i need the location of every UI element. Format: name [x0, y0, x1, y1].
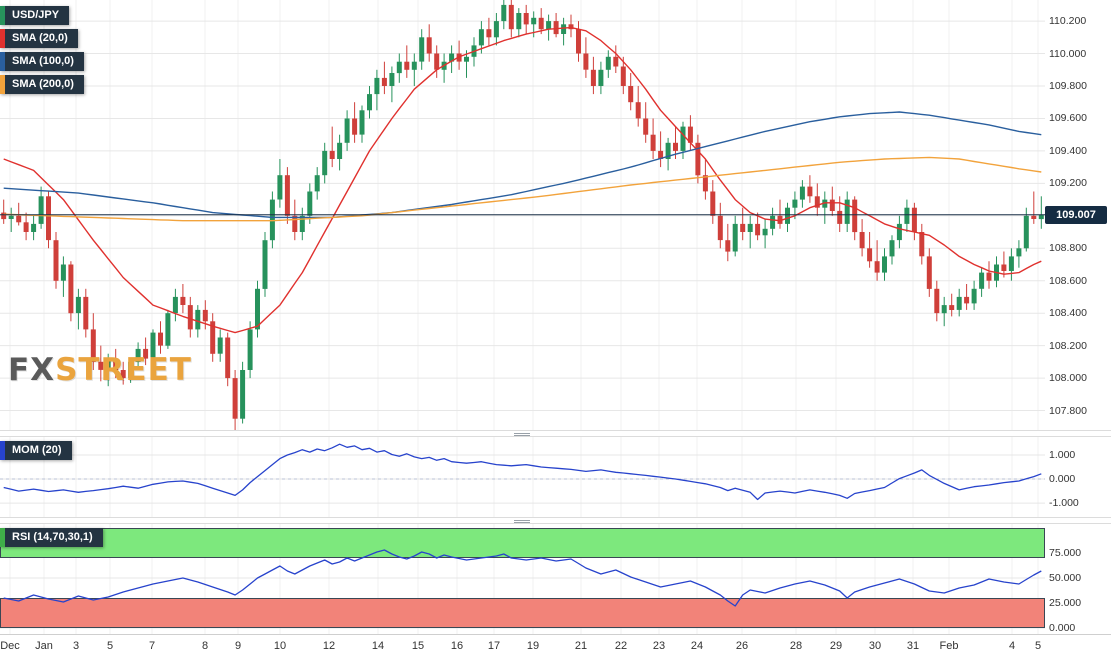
- y-tick-label: 50.000: [1049, 572, 1082, 584]
- y-tick-label: 108.400: [1049, 307, 1087, 320]
- x-tick-label: 28: [789, 640, 803, 652]
- y-tick-label: 109.600: [1049, 112, 1087, 125]
- legend-rsi[interactable]: RSI (14,70,30,1): [0, 528, 103, 547]
- rsi-legend-stack: RSI (14,70,30,1): [0, 528, 103, 551]
- legend-symbol[interactable]: USD/JPY: [0, 6, 70, 25]
- x-tick-label: 5: [106, 640, 114, 652]
- y-tick-label: 108.600: [1049, 274, 1087, 287]
- legend-mom-label: MOM (20): [12, 444, 62, 456]
- x-tick-label: 8: [201, 640, 209, 652]
- y-tick-label: 0.000: [1049, 622, 1076, 634]
- y-tick-label: 108.200: [1049, 339, 1087, 352]
- y-tick-label: 109.800: [1049, 80, 1087, 92]
- legend-sma20-color-bar: [0, 29, 5, 48]
- x-tick-label: 5: [1034, 640, 1042, 652]
- legend-rsi-color-bar: [0, 528, 5, 547]
- legend-sma100-label: SMA (100,0): [12, 55, 74, 67]
- current-price-badge: 109.007: [1045, 205, 1107, 224]
- legend-mom[interactable]: MOM (20): [0, 441, 72, 460]
- x-tick-label: 23: [652, 640, 666, 652]
- legend-sma200-label: SMA (200,0): [12, 78, 74, 90]
- momentum-panel: 1.000 0.000 -1.000 MOM (20): [0, 437, 1111, 517]
- x-tick-label: 21: [574, 640, 588, 652]
- legend-sma20[interactable]: SMA (20,0): [0, 29, 78, 48]
- fxstreet-logo-fx: FX: [8, 352, 56, 388]
- candlesticks: [1, 0, 1044, 430]
- y-tick-label: 110.200: [1049, 15, 1087, 28]
- legend-sma100-color-bar: [0, 52, 5, 71]
- fxstreet-logo: FXSTREET: [8, 352, 192, 388]
- momentum-line: [3, 443, 1042, 501]
- x-tick-label: Dec: [0, 640, 20, 652]
- time-axis[interactable]: Dec Jan 3 5 7 8 9 10 12 14 15 16 17 19 21 22 23 24 26 28 29 3…: [0, 634, 1111, 661]
- rsi-overbought-band: [0, 528, 1045, 558]
- legend-sma200[interactable]: SMA (200,0): [0, 75, 84, 94]
- rsi-axis[interactable]: 75.000 50.000 25.000 0.000: [1045, 524, 1111, 634]
- y-tick-label: 1.000: [1049, 449, 1076, 462]
- legend-rsi-label: RSI (14,70,30,1): [12, 531, 93, 543]
- rsi-panel: 75.000 50.000 25.000 0.000 RSI (14,70,30,1): [0, 524, 1111, 634]
- rsi-panel-svg[interactable]: [0, 524, 1045, 634]
- x-tick-label: 26: [735, 640, 749, 652]
- fxstreet-logo-street: STREET: [55, 352, 192, 388]
- gridlines: [0, 437, 1045, 517]
- x-tick-label: Jan: [35, 640, 53, 652]
- sma-20-line: [3, 26, 1042, 334]
- sma-100-line: [3, 111, 1042, 219]
- x-tick-label: 15: [411, 640, 425, 652]
- legend-symbol-label: USD/JPY: [12, 9, 60, 21]
- y-tick-label: 108.800: [1049, 242, 1087, 255]
- y-tick-label: 108.000: [1049, 372, 1087, 385]
- x-tick-label: 24: [690, 640, 704, 652]
- y-tick-label: 109.400: [1049, 144, 1087, 157]
- rsi-line: [3, 549, 1042, 607]
- x-tick-label: 12: [322, 640, 336, 652]
- y-tick-label: -1.000: [1049, 497, 1079, 510]
- momentum-legend-stack: MOM (20): [0, 441, 72, 464]
- momentum-panel-svg[interactable]: [0, 437, 1045, 517]
- x-tick-label: 31: [906, 640, 920, 652]
- sma-200-line: [3, 156, 1042, 222]
- x-tick-label: Feb: [939, 640, 959, 652]
- legend-stack: USD/JPY SMA (20,0) SMA (100,0) SMA (200,…: [0, 6, 84, 98]
- x-tick-label: 14: [371, 640, 385, 652]
- legend-symbol-color-bar: [0, 6, 5, 25]
- x-tick-label: 7: [148, 640, 156, 652]
- y-tick-label: 107.800: [1049, 404, 1087, 417]
- drag-handle-icon[interactable]: [514, 433, 530, 434]
- y-tick-label: 110.000: [1049, 47, 1087, 60]
- x-tick-label: 29: [829, 640, 843, 652]
- x-tick-label: 9: [234, 640, 242, 652]
- price-axis[interactable]: 109.007 110.200 110.000 109.800 109.600 109.…: [1045, 0, 1111, 430]
- x-tick-label: 16: [450, 640, 464, 652]
- drag-handle-icon[interactable]: [514, 520, 530, 521]
- y-tick-label: 75.000: [1049, 547, 1082, 559]
- panel-divider-2: [0, 517, 1111, 524]
- panel-divider-1: [0, 430, 1111, 437]
- x-tick-label: 17: [487, 640, 501, 652]
- y-tick-label: 0.000: [1049, 473, 1076, 486]
- x-tick-label: 30: [868, 640, 882, 652]
- x-tick-label: 3: [72, 640, 80, 652]
- legend-sma200-color-bar: [0, 75, 5, 94]
- y-tick-label: 25.000: [1049, 597, 1082, 609]
- legend-sma100[interactable]: SMA (100,0): [0, 52, 84, 71]
- rsi-oversold-band: [0, 598, 1045, 628]
- x-tick-label: 22: [614, 640, 628, 652]
- x-tick-label: 19: [526, 640, 540, 652]
- y-tick-label: 109.200: [1049, 177, 1087, 190]
- momentum-axis[interactable]: 1.000 0.000 -1.000: [1045, 437, 1111, 517]
- legend-sma20-label: SMA (20,0): [12, 32, 68, 44]
- legend-mom-color-bar: [0, 441, 5, 460]
- x-tick-label: 10: [273, 640, 287, 652]
- price-panel-svg[interactable]: [0, 0, 1045, 430]
- x-tick-label: 4: [1008, 640, 1016, 652]
- price-panel: 109.007 110.200 110.000 109.800 109.600 109.…: [0, 0, 1111, 430]
